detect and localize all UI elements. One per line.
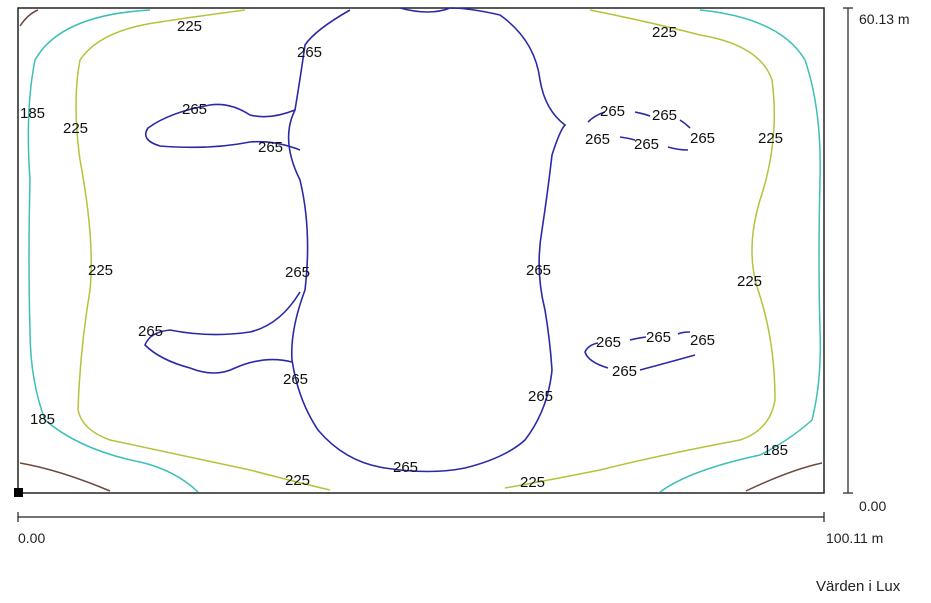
label-265: 265 [600,103,625,120]
label-265: 265 [596,334,621,351]
label-225: 225 [285,472,310,489]
label-265: 265 [526,262,551,279]
contour-corner-top-left [19,9,39,27]
label-225: 225 [737,273,762,290]
contour-185-right [659,9,822,493]
label-225: 225 [88,262,113,279]
label-185: 185 [20,105,45,122]
contour-225-right [504,9,776,489]
label-185: 185 [30,411,55,428]
contour-225-left [75,9,331,491]
label-185: 185 [763,442,788,459]
label-265: 265 [182,101,207,118]
origin-marker [14,488,23,497]
label-265: 265 [634,136,659,153]
x-axis-min-label: 0.00 [18,530,45,546]
label-265: 265 [138,323,163,340]
contour-corner-bottom-right [745,462,823,492]
label-265: 265 [646,329,671,346]
label-265: 265 [585,131,610,148]
contour-185-left [27,9,199,493]
unit-note: Värden i Lux [816,578,901,595]
label-265: 265 [652,107,677,124]
room-frame [17,7,825,494]
label-265: 265 [690,130,715,147]
label-225: 225 [520,474,545,491]
y-axis-max-label: 60.13 m [859,11,910,27]
contour-corner-bottom-left [19,462,111,492]
x-axis-max-label: 100.11 m [826,530,883,546]
contour-265-left-upper [144,103,301,151]
label-265: 265 [285,264,310,281]
label-265: 265 [528,388,553,405]
y-axis-min-label: 0.00 [859,498,886,514]
label-265: 265 [612,363,637,380]
label-225: 225 [63,120,88,137]
label-225: 225 [177,18,202,35]
label-265: 265 [690,332,715,349]
contour-265-left-lower [144,291,301,374]
contour-265-right-lower [584,331,696,371]
label-225: 225 [758,130,783,147]
label-265: 265 [393,459,418,476]
label-265: 265 [297,44,322,61]
label-265: 265 [283,371,308,388]
contour-265-right-upper [587,111,691,151]
label-225: 225 [652,24,677,41]
label-265: 265 [258,139,283,156]
contour-265-main [287,7,567,473]
